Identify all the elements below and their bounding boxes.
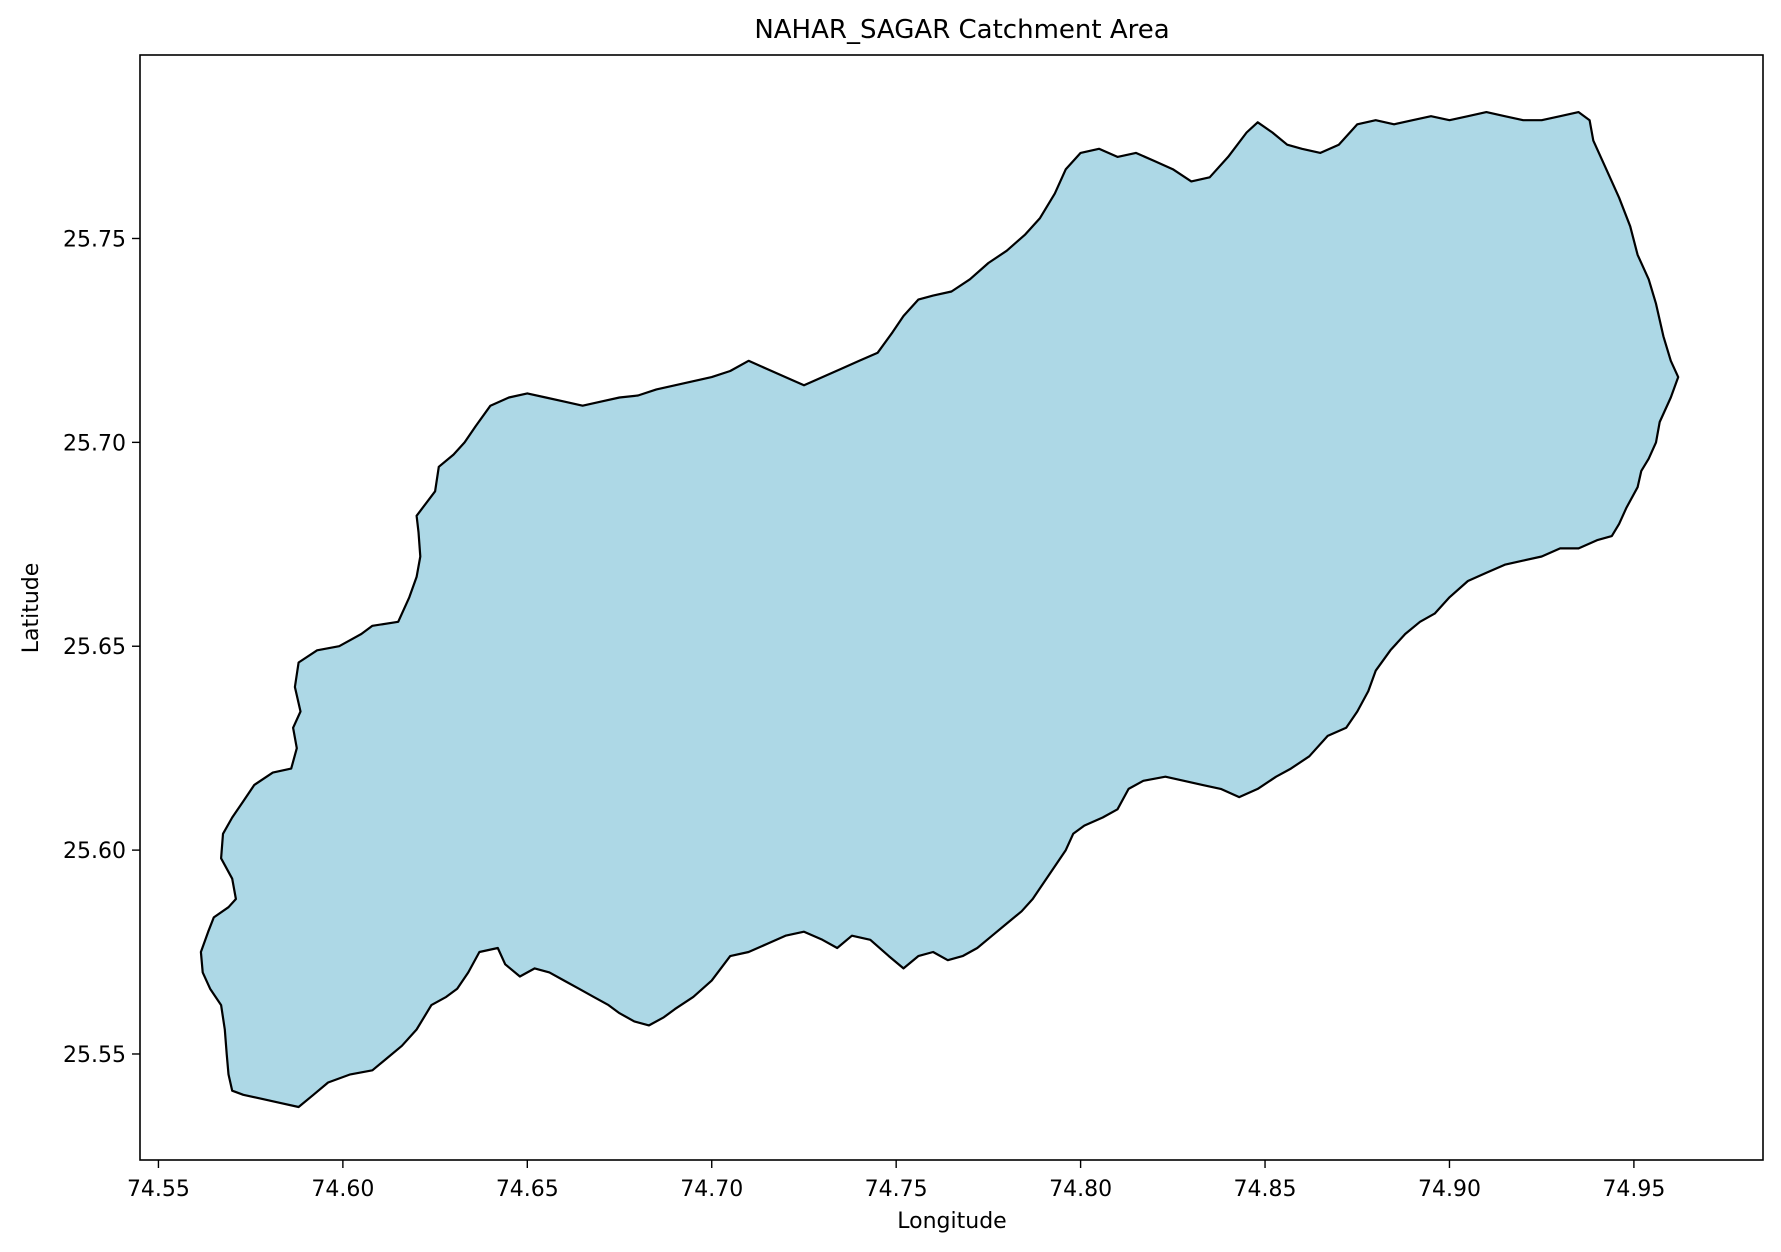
- x-tick-label: 74.60: [311, 1177, 374, 1202]
- x-tick-label: 74.75: [865, 1177, 928, 1202]
- catchment-polygon: [199, 110, 1680, 1109]
- x-tick-label: 74.80: [1049, 1177, 1112, 1202]
- x-tick-label: 74.65: [496, 1177, 559, 1202]
- y-tick-label: 25.55: [63, 1043, 126, 1068]
- x-axis-ticks: 74.55 74.60 74.65 74.70 74.75 74.80 74.85 74.90…: [127, 1160, 1665, 1202]
- y-axis-ticks: 25.55 25.60 25.65 25.70 25.75: [63, 227, 140, 1068]
- y-tick-label: 25.75: [63, 227, 126, 252]
- x-tick-label: 74.55: [127, 1177, 190, 1202]
- axes-frame: [139, 54, 1764, 1161]
- x-axis-label: Longitude: [897, 1209, 1006, 1234]
- x-tick-label: 74.70: [680, 1177, 743, 1202]
- x-tick-label: 74.95: [1602, 1177, 1665, 1202]
- x-tick-label: 74.85: [1234, 1177, 1297, 1202]
- chart-title: NAHAR_SAGAR Catchment Area: [754, 15, 1169, 45]
- y-tick-label: 25.60: [63, 839, 126, 864]
- x-tick-label: 74.90: [1418, 1177, 1481, 1202]
- y-tick-label: 25.70: [63, 431, 126, 456]
- plot-area: [199, 110, 1680, 1109]
- y-axis-label: Latitude: [19, 563, 44, 654]
- y-tick-label: 25.65: [63, 635, 126, 660]
